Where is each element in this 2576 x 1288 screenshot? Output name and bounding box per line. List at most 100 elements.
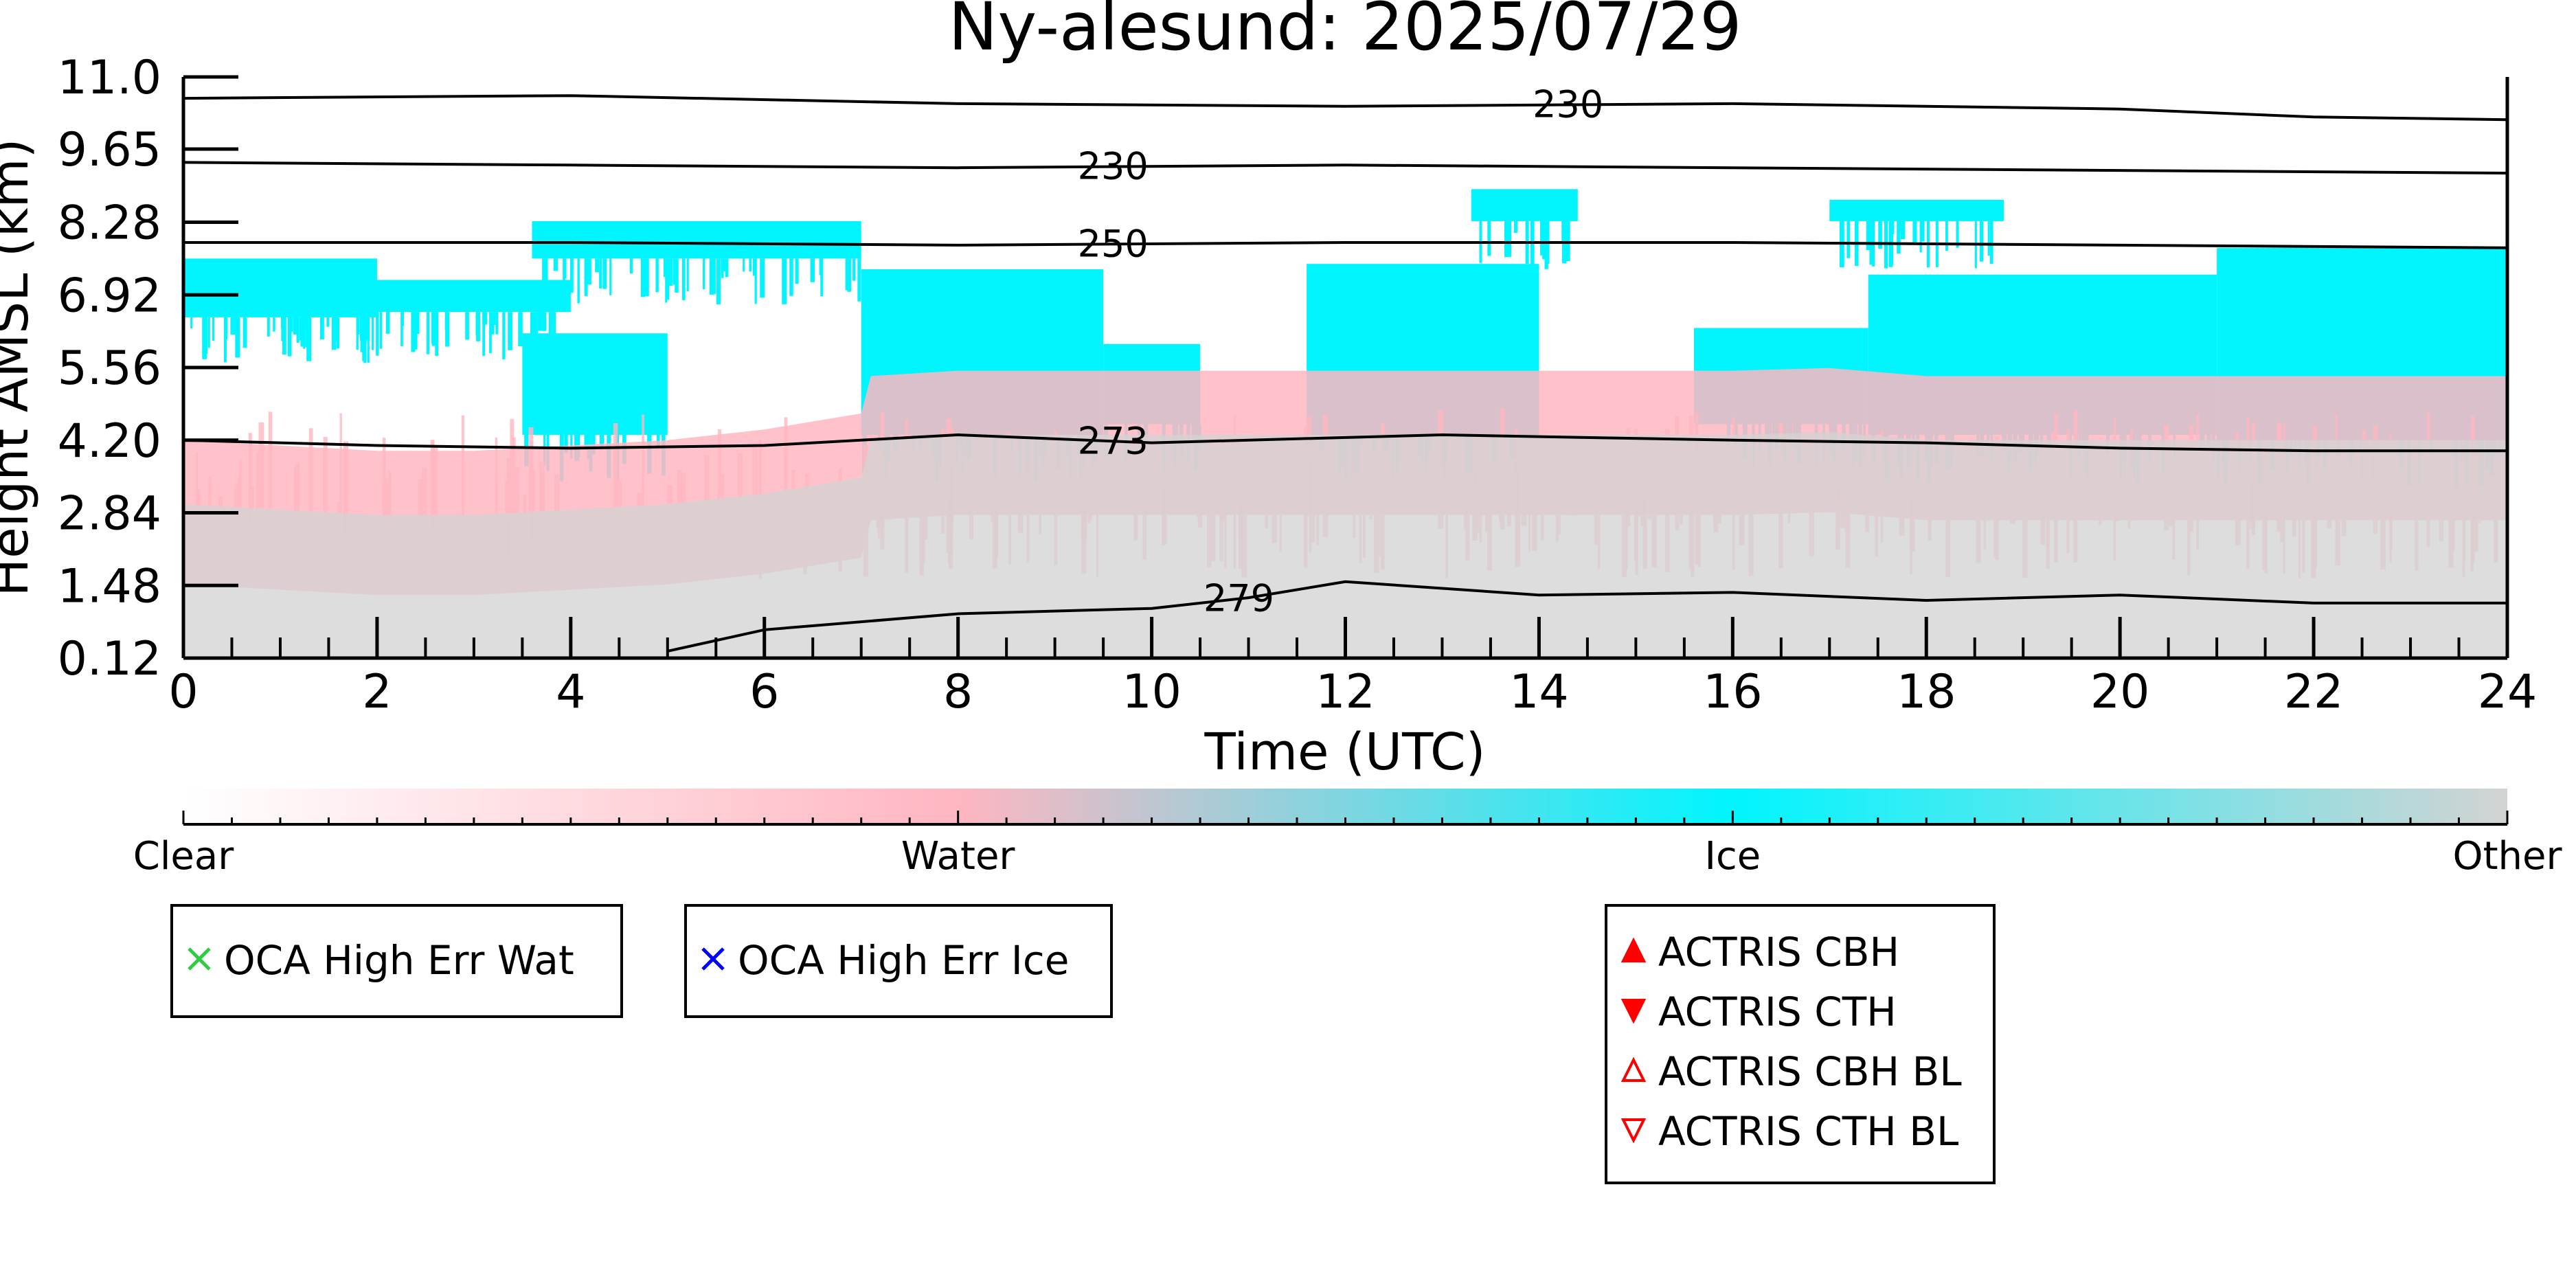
triangle-up-icon xyxy=(1620,937,1647,962)
colorbar-ticks xyxy=(182,811,2509,826)
water-streak xyxy=(256,452,259,560)
ice-fallstreak xyxy=(431,312,435,344)
water-streak xyxy=(540,473,545,534)
ice-fallstreak xyxy=(336,317,340,349)
ice-fallstreak xyxy=(299,317,304,341)
water-streak xyxy=(195,452,199,558)
ice-fallstreak xyxy=(435,312,439,357)
water-streak xyxy=(704,455,710,542)
ice-fallstreak xyxy=(789,258,793,296)
ice-fallstreak xyxy=(681,258,686,300)
legend-entry-label: ACTRIS CTH BL xyxy=(1658,1108,1958,1155)
legend-frame xyxy=(1605,904,1996,1184)
water-streak xyxy=(617,479,622,525)
ice-fallstreak xyxy=(426,312,430,354)
water-streak xyxy=(461,415,464,525)
ice-fallstreak xyxy=(326,312,330,327)
x-tick-label: 0 xyxy=(168,665,198,719)
water-streak xyxy=(248,433,252,525)
ice-fallstreak xyxy=(223,317,227,363)
ice-fallstreak xyxy=(675,258,679,293)
y-tick-label: 5.56 xyxy=(58,341,161,396)
ice-fallstreak xyxy=(749,258,752,272)
water-streak xyxy=(422,467,427,520)
ice-fallstreak xyxy=(584,434,589,449)
colorbar-labels: Clear Water Ice Other xyxy=(133,834,2563,879)
x-marker-icon xyxy=(701,947,725,971)
water-streak xyxy=(238,477,241,521)
x-tick-label: 4 xyxy=(556,665,585,719)
x-axis-title: Time (UTC) xyxy=(1204,723,1485,782)
ice-fallstreak xyxy=(361,312,365,324)
x-tick-label: 12 xyxy=(1315,665,1375,719)
ice-fallstreak xyxy=(1513,221,1518,233)
ice-fallstreak xyxy=(242,317,247,348)
ice-fallstreak xyxy=(400,312,403,347)
legend-frame xyxy=(684,904,1113,1018)
x-tick-label: 8 xyxy=(943,665,973,719)
ice-fallstreak xyxy=(644,258,649,297)
contour-label: 273 xyxy=(1078,419,1149,462)
y-tick-label: 9.65 xyxy=(58,123,161,177)
ice-fallstreak xyxy=(1920,221,1925,242)
ice-fallstreak xyxy=(810,258,815,282)
legend-entry-label: ACTRIS CBH BL xyxy=(1658,1048,1962,1095)
contour-line xyxy=(183,241,2507,249)
ice-fallstreak xyxy=(609,258,612,295)
ice-fallstreak xyxy=(385,312,390,334)
ice-fallstreak xyxy=(335,317,338,341)
contour-label: 230 xyxy=(1078,145,1149,188)
ice-fallstreak xyxy=(365,317,370,341)
legend-box: OCA High Err Wat xyxy=(170,904,623,1018)
water-streak xyxy=(431,441,434,532)
ice-region xyxy=(1471,189,1578,221)
water-streak xyxy=(530,470,535,532)
water-streak xyxy=(343,441,349,563)
ice-fallstreak xyxy=(379,312,383,349)
water-streak xyxy=(323,437,328,560)
ice-fallstreak xyxy=(782,258,787,304)
ice-fallstreak xyxy=(655,258,659,293)
colorbar-label: Water xyxy=(901,834,1016,879)
ice-fallstreak xyxy=(577,258,580,304)
x-tick-label: 2 xyxy=(362,665,392,719)
ice-fallstreak xyxy=(599,434,605,449)
legend-entry-label: ACTRIS CBH xyxy=(1658,929,1899,975)
ice-fallstreak xyxy=(552,312,556,346)
ice-fallstreak xyxy=(1866,221,1871,251)
ice-fallstreak xyxy=(1487,221,1491,256)
ice-fallstreak xyxy=(754,258,757,304)
ice-fallstreak xyxy=(548,312,552,346)
ice-fallstreak xyxy=(482,312,488,325)
legends: OCA High Err Wat OCA High Err Ice ACTRIS C… xyxy=(170,904,1996,1184)
y-tick-label: 2.84 xyxy=(58,487,161,541)
ice-fallstreak xyxy=(476,312,480,341)
ice-fallstreak xyxy=(490,312,495,335)
ice-fallstreak xyxy=(444,312,448,330)
ice-fallstreak xyxy=(543,258,548,297)
ice-fallstreak xyxy=(281,312,286,341)
legend-box: ACTRIS CBH ACTRIS CTH ACTRIS CBH BL ACTRIS … xyxy=(1605,904,1996,1184)
ice-fallstreak xyxy=(534,312,538,347)
axes: 0 2 4 6 8 10 12 14 16 18 20 22 240.121.482.844.205.5… xyxy=(58,51,2538,719)
plot-area: 230 230 250 273 279 xyxy=(183,77,2507,658)
water-streak xyxy=(554,474,560,517)
ice-fallstreak xyxy=(721,258,724,278)
ice-fallstreak xyxy=(1979,221,1984,262)
ice-fallstreak xyxy=(760,258,765,298)
ice-fallstreak xyxy=(489,312,492,354)
ice-fallstreak xyxy=(319,312,324,340)
ice-fallstreak xyxy=(1897,221,1902,233)
ice-fallstreak xyxy=(686,258,689,291)
ice-fallstreak xyxy=(291,317,293,332)
y-tick-label: 4.20 xyxy=(58,414,161,468)
ice-fallstreak xyxy=(584,258,588,291)
ice-fallstreak xyxy=(716,258,721,305)
chart-title: Ny-alesund: 2025/07/29 xyxy=(949,0,1742,65)
ice-fallstreak xyxy=(304,312,308,328)
ice-fallstreak xyxy=(711,258,716,295)
ice-fallstreak xyxy=(230,317,236,335)
ice-fallstreak xyxy=(561,434,564,447)
ice-fallstreak xyxy=(331,317,337,350)
x-tick-label: 24 xyxy=(2478,665,2538,719)
